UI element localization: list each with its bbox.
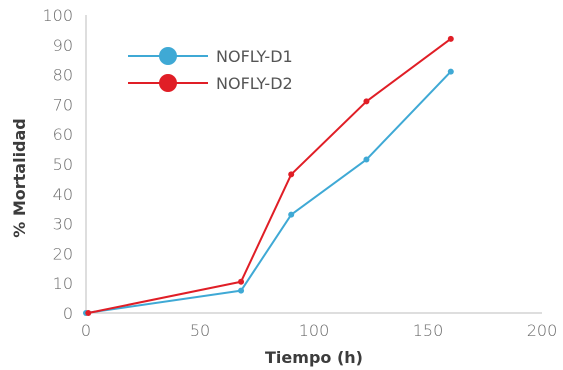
data-point	[85, 310, 92, 316]
x-tick-label: 200	[527, 321, 558, 340]
series-nofly-d2	[85, 35, 454, 316]
y-tick-labels: 0 10 20 30 40 50 60 70 80 90 100	[42, 6, 73, 323]
x-tick-label: 100	[299, 321, 330, 340]
series-lines	[83, 35, 454, 316]
data-point	[238, 287, 245, 294]
x-tick-label: 150	[413, 321, 444, 340]
x-axis-title: Tiempo (h)	[265, 348, 363, 367]
legend-marker	[159, 47, 177, 65]
legend-label: NOFLY-D2	[216, 74, 293, 93]
x-tick-label: 50	[190, 321, 210, 340]
y-tick-label: 90	[53, 36, 73, 55]
y-tick-label: 70	[53, 95, 73, 114]
data-point	[238, 278, 245, 285]
y-tick-label: 60	[53, 125, 73, 144]
data-point	[447, 35, 454, 42]
y-axis-title: % Mortalidad	[10, 118, 29, 238]
data-point	[288, 171, 295, 178]
legend-item: NOFLY-D2	[128, 74, 293, 93]
legend-marker	[159, 74, 177, 92]
y-tick-label: 20	[53, 244, 73, 263]
legend-item: NOFLY-D1	[128, 47, 293, 66]
y-tick-label: 80	[53, 66, 73, 85]
y-tick-label: 40	[53, 185, 73, 204]
y-tick-label: 0	[63, 304, 73, 323]
legend: NOFLY-D1 NOFLY-D2	[128, 47, 293, 93]
data-point	[447, 68, 454, 75]
x-tick-label: 0	[81, 321, 91, 340]
legend-label: NOFLY-D1	[216, 47, 293, 66]
axes	[85, 15, 542, 314]
series-line	[85, 70, 452, 314]
y-tick-label: 10	[53, 274, 73, 293]
series-nofly-d1	[83, 68, 454, 316]
data-point	[363, 98, 370, 105]
y-tick-label: 30	[53, 215, 73, 234]
data-point	[288, 211, 295, 218]
y-tick-label: 100	[42, 6, 73, 25]
data-point	[363, 156, 370, 163]
x-tick-labels: 0 50 100 150 200	[81, 321, 557, 340]
y-tick-label: 50	[53, 155, 73, 174]
